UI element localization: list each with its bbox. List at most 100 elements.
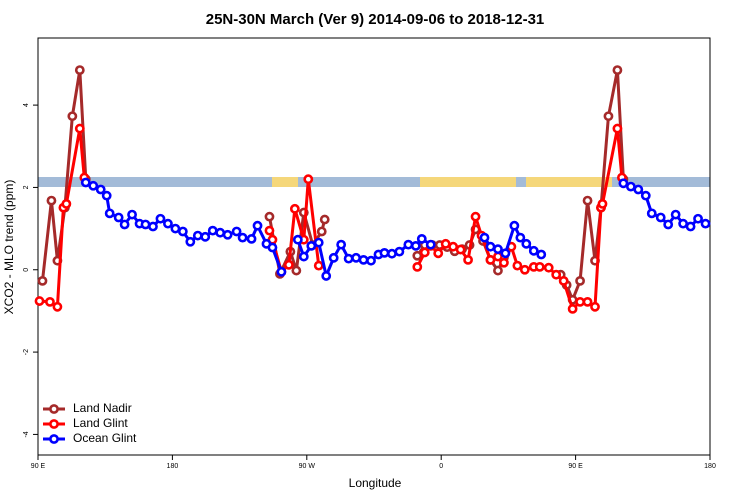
legend-label: Ocean Glint — [73, 431, 137, 445]
data-point — [655, 212, 666, 223]
data-point — [612, 65, 623, 76]
data-point — [237, 232, 248, 243]
data-point — [231, 226, 242, 237]
data-point — [558, 275, 569, 286]
data-point — [61, 198, 72, 209]
data-point — [291, 265, 302, 276]
data-point — [693, 213, 703, 224]
data-point — [127, 209, 137, 220]
y-tick-label: -4 — [23, 431, 30, 437]
data-point — [455, 244, 466, 255]
data-point — [207, 225, 218, 236]
data-point — [590, 301, 600, 312]
data-point — [366, 255, 376, 266]
data-point — [222, 229, 233, 240]
y-tick-label: 2 — [23, 185, 30, 189]
data-point — [298, 251, 309, 262]
data-point — [37, 275, 48, 286]
data-point — [582, 296, 593, 307]
y-tick-label: 0 — [23, 268, 30, 272]
y-tick-label: 4 — [23, 103, 30, 107]
data-point — [433, 248, 444, 259]
x-tick-label: 90 E — [568, 463, 583, 470]
data-point — [104, 208, 115, 219]
data-point — [170, 223, 181, 234]
data-point — [113, 212, 124, 223]
data-point — [640, 190, 651, 201]
data-point — [543, 262, 554, 273]
data-point — [493, 265, 503, 276]
data-point — [319, 214, 330, 225]
legend-label: Land Glint — [73, 416, 128, 430]
data-point — [567, 303, 578, 314]
series-line — [39, 128, 624, 312]
x-tick-label: 0 — [439, 463, 443, 470]
data-point — [45, 296, 55, 307]
data-point — [292, 234, 303, 245]
x-tick-label: 90 E — [31, 463, 46, 470]
data-point — [192, 230, 203, 241]
data-point — [67, 111, 78, 122]
data-point — [119, 219, 130, 230]
data-point — [412, 261, 423, 272]
data-point — [625, 181, 636, 192]
data-point — [479, 232, 490, 243]
data-point — [185, 236, 196, 247]
chart-title: 25N-30N March (Ver 9) 2014-09-06 to 2018… — [206, 11, 545, 28]
data-point — [379, 247, 390, 258]
data-point — [403, 239, 414, 250]
x-axis-label: Longitude — [349, 476, 402, 490]
legend-swatch-point — [49, 404, 59, 414]
x-tick-label: 90 W — [299, 463, 316, 470]
x-tick-label: 180 — [167, 463, 179, 470]
data-point — [351, 252, 361, 263]
data-point — [328, 252, 339, 263]
data-point — [88, 180, 99, 191]
data-point — [101, 190, 112, 201]
data-point — [410, 240, 421, 251]
data-point — [685, 221, 696, 232]
data-point — [343, 253, 354, 264]
y-tick-label: -2 — [23, 349, 30, 355]
data-point — [74, 123, 85, 134]
data-point — [646, 208, 657, 219]
data-point — [663, 219, 674, 230]
data-point — [678, 218, 689, 229]
data-point — [358, 254, 369, 265]
data-point — [252, 220, 263, 231]
data-point — [200, 231, 211, 242]
data-point — [246, 233, 257, 244]
data-point — [419, 247, 430, 258]
data-point — [416, 233, 427, 244]
data-point — [528, 245, 539, 256]
data-point — [633, 184, 644, 195]
data-point — [463, 254, 473, 265]
data-point — [74, 65, 85, 76]
data-point — [276, 266, 287, 277]
data-point — [215, 227, 226, 238]
data-point — [440, 238, 451, 249]
data-point — [700, 218, 711, 229]
data-point — [519, 264, 530, 275]
data-point — [582, 195, 593, 206]
data-point — [448, 241, 459, 252]
data-point — [80, 177, 91, 188]
data-point — [536, 249, 547, 260]
legend-swatch-point — [49, 419, 59, 429]
data-point — [46, 195, 57, 206]
data-point — [485, 241, 496, 252]
data-point — [163, 218, 173, 229]
data-point — [425, 239, 436, 250]
data-point — [267, 242, 278, 253]
data-point — [52, 301, 63, 312]
data-point — [575, 296, 585, 307]
data-point — [313, 260, 324, 271]
data-point — [394, 246, 405, 257]
data-point — [306, 240, 317, 251]
data-point — [321, 271, 332, 281]
data-point — [534, 261, 545, 272]
data-point — [336, 239, 347, 250]
data-point — [303, 174, 314, 185]
data-point — [95, 184, 106, 195]
